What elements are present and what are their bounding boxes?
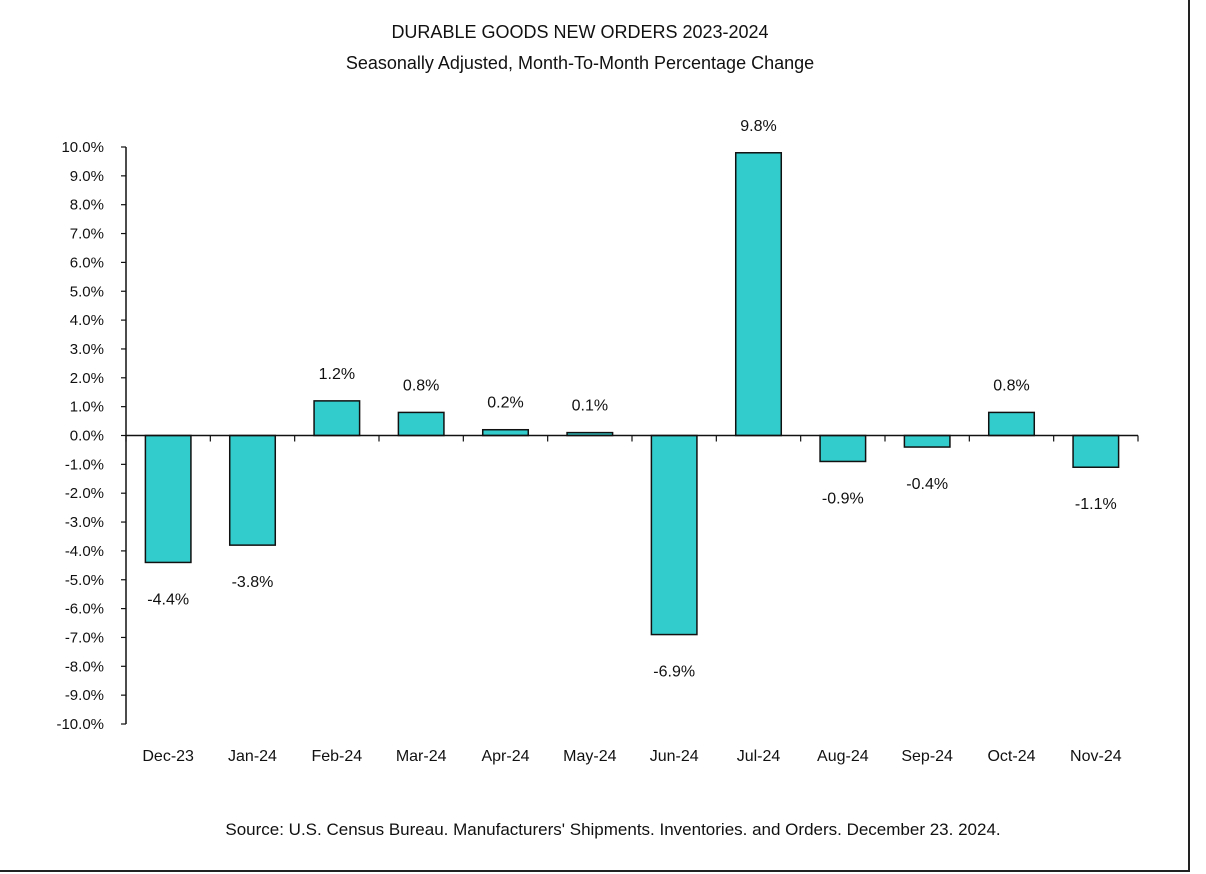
- data-label: -1.1%: [1075, 496, 1117, 513]
- data-label: -0.9%: [822, 490, 864, 507]
- data-label: 0.8%: [993, 377, 1029, 394]
- y-tick-label: 8.0%: [70, 197, 104, 214]
- y-tick-label: -3.0%: [65, 514, 104, 531]
- x-category-label: Oct-24: [987, 748, 1035, 765]
- y-tick-label: -2.0%: [65, 485, 104, 502]
- data-label: -4.4%: [147, 591, 189, 608]
- chart-title: DURABLE GOODS NEW ORDERS 2023-2024: [391, 22, 769, 42]
- bar-oct-24: [987, 411, 1036, 437]
- x-category-label: Nov-24: [1070, 748, 1122, 765]
- data-label: 1.2%: [319, 366, 355, 383]
- x-category-label: Jul-24: [737, 748, 781, 765]
- y-tick-label: 2.0%: [70, 370, 104, 387]
- y-tick-label: -5.0%: [65, 572, 104, 589]
- chart-subtitle: Seasonally Adjusted, Month-To-Month Perc…: [345, 53, 815, 73]
- x-category-label: Sep-24: [901, 748, 953, 765]
- data-label: -6.9%: [653, 664, 695, 681]
- y-tick-label: 0.0%: [70, 428, 104, 445]
- y-tick-label: -10.0%: [56, 716, 104, 733]
- y-tick-label: -1.0%: [65, 456, 104, 473]
- x-category-label: Aug-24: [817, 748, 869, 765]
- bar-dec-23: [144, 434, 192, 564]
- y-tick-label: -8.0%: [65, 658, 104, 675]
- data-label: 0.2%: [487, 395, 523, 412]
- x-category-label: Jan-24: [228, 748, 277, 765]
- data-label: -3.8%: [232, 574, 274, 591]
- data-label: -0.4%: [906, 476, 948, 493]
- y-tick-label: 3.0%: [70, 341, 104, 358]
- y-tick-label: 1.0%: [70, 399, 104, 416]
- bar-apr-24: [481, 428, 530, 437]
- data-label: 9.8%: [740, 118, 776, 135]
- y-tick-label: 10.0%: [61, 139, 104, 156]
- x-category-label: Apr-24: [481, 748, 529, 765]
- x-category-label: Dec-23: [142, 748, 194, 765]
- y-tick-label: 9.0%: [70, 168, 104, 185]
- data-label: 0.8%: [403, 377, 439, 394]
- bar-mar-24: [397, 411, 445, 437]
- y-tick-label: -6.0%: [65, 601, 104, 618]
- data-label: 0.1%: [572, 398, 608, 415]
- y-tick-label: 6.0%: [70, 254, 104, 271]
- bar-sep-24: [903, 434, 951, 448]
- y-tick-label: -4.0%: [65, 543, 104, 560]
- y-tick-label: -7.0%: [65, 629, 104, 646]
- x-category-label: May-24: [563, 748, 616, 765]
- bar-jun-24: [650, 434, 698, 636]
- y-tick-label: -9.0%: [65, 687, 104, 704]
- x-category-label: Feb-24: [311, 748, 362, 765]
- y-tick-label: 7.0%: [70, 226, 104, 243]
- y-tick-label: 5.0%: [70, 283, 104, 300]
- bar-feb-24: [313, 400, 361, 437]
- y-tick-label: 4.0%: [70, 312, 104, 329]
- x-category-label: Mar-24: [396, 748, 447, 765]
- x-category-label: Jun-24: [650, 748, 699, 765]
- bar-nov-24: [1072, 434, 1120, 468]
- source-note: Source: U.S. Census Bureau. Manufacturer…: [225, 820, 1001, 839]
- bar-jul-24: [734, 152, 783, 437]
- bar-jan-24: [228, 434, 277, 546]
- bar-aug-24: [819, 434, 867, 463]
